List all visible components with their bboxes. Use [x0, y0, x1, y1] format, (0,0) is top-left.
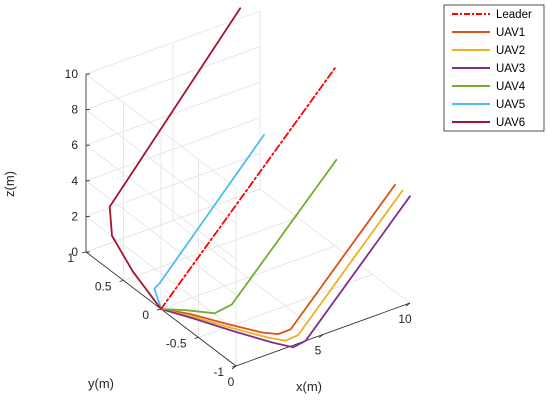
y-tick: [119, 280, 124, 282]
wall-grid-z: [85, 180, 237, 296]
y-axis-label: y(m): [88, 376, 114, 391]
series-line-leader: [160, 67, 336, 310]
label-layer: x(m) y(m) z(m): [2, 171, 322, 394]
z-tick-label: 8: [71, 103, 78, 117]
x-tick-label: 10: [398, 312, 412, 326]
legend: Leader UAV1 UAV2 UAV3 UAV4 UAV5 UAV6: [443, 4, 545, 132]
y-tick: [231, 365, 237, 368]
x-tick-label: 5: [315, 344, 322, 358]
wall-grid-z: [85, 109, 237, 224]
series-line-uav1: [160, 183, 396, 336]
floor-grid-y: [123, 217, 298, 281]
wall-grid-z2: [85, 153, 261, 217]
z-tick-label: 6: [71, 138, 78, 152]
legend-label-uav3: UAV3: [496, 63, 525, 75]
series-line-uav5: [153, 133, 265, 310]
y-tick-label: -1: [213, 365, 224, 379]
series-line-uav6: [108, 7, 242, 310]
wall-grid-z: [85, 216, 237, 331]
z-tick-label: 10: [65, 67, 79, 81]
z-tick-label: 2: [71, 209, 78, 223]
wall-grid-z2: [85, 46, 261, 110]
legend-label-uav4: UAV4: [496, 81, 526, 93]
y-tick-label: 1: [67, 251, 74, 265]
y-tick: [194, 337, 199, 339]
series-layer: [108, 7, 411, 349]
legend-label-uav5: UAV5: [496, 99, 525, 111]
legend-label-uav6: UAV6: [496, 117, 525, 129]
z-tick-label: 0: [71, 245, 78, 259]
x-axis-label: x(m): [296, 379, 322, 394]
series-line-uav4: [160, 158, 338, 315]
x-tick-label: 0: [228, 375, 235, 389]
x-tick: [405, 302, 411, 307]
legend-label-uav1: UAV1: [496, 27, 525, 39]
y-tick-label: 0.5: [95, 280, 112, 294]
wall-grid-z2: [85, 81, 261, 146]
x-tick: [318, 334, 324, 338]
series-line-uav2: [160, 189, 404, 342]
series-line-uav3: [160, 195, 411, 349]
y-tick-label: 0: [142, 308, 149, 322]
wall-grid-z: [85, 73, 237, 189]
floor-grid-y: [160, 245, 336, 310]
grid-layer: [85, 10, 411, 367]
z-tick-label: 4: [71, 174, 78, 188]
wall-grid-z2: [85, 117, 261, 182]
legend-label-uav2: UAV2: [496, 45, 525, 57]
y-tick-label: -0.5: [166, 337, 187, 351]
legend-label-leader: Leader: [496, 9, 532, 21]
y-tick: [81, 251, 87, 254]
z-axis-label: z(m): [2, 171, 17, 197]
